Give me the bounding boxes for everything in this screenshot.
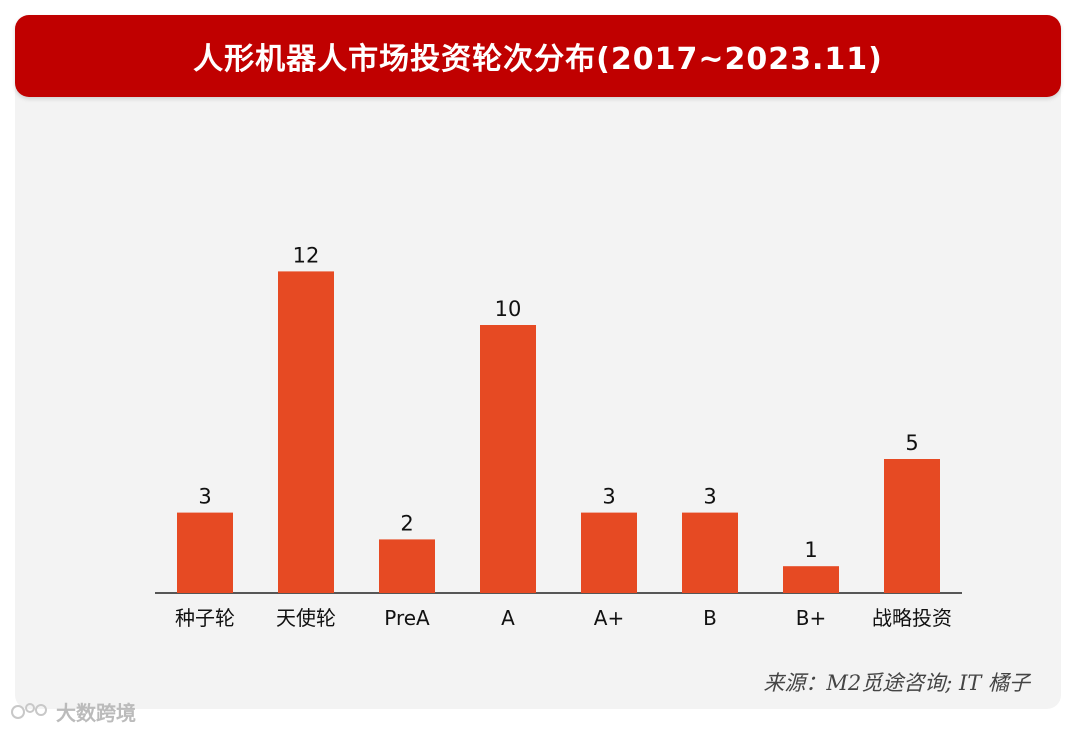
source-note: 来源：M2觅途咨询; IT 橘子: [763, 671, 1030, 695]
bar-value-label: 2: [400, 511, 413, 535]
bar-value-label: 10: [495, 297, 522, 321]
x-tick-label: 种子轮: [175, 606, 235, 630]
title-bar: 人形机器人市场投资轮次分布(2017~2023.11): [15, 15, 1061, 97]
x-tick-label: PreA: [384, 606, 430, 630]
x-tick-label: 战略投资: [872, 606, 952, 630]
x-tick-label: A+: [594, 606, 624, 630]
bar: [379, 539, 435, 593]
watermark-text: 大数跨境: [56, 701, 136, 725]
bar-value-label: 5: [905, 431, 918, 455]
x-tick-label: 天使轮: [276, 606, 336, 630]
x-tick-label: B+: [796, 606, 826, 630]
bar: [278, 271, 334, 593]
bar-value-label: 1: [804, 538, 817, 562]
chart-title: 人形机器人市场投资轮次分布(2017~2023.11): [193, 42, 883, 77]
bar-value-label: 3: [602, 485, 615, 509]
bar: [783, 566, 839, 593]
bar: [682, 512, 738, 593]
x-tick-label: B: [703, 606, 717, 630]
bar-value-label: 12: [293, 243, 320, 267]
watermark-logo-icon: [11, 702, 47, 719]
watermark: 大数跨境: [10, 697, 136, 726]
bar: [177, 512, 233, 593]
bar: [884, 459, 940, 593]
bar: [581, 512, 637, 593]
bar: [480, 325, 536, 593]
bar-value-label: 3: [198, 485, 211, 509]
bar-value-label: 3: [703, 485, 716, 509]
x-tick-label: A: [501, 606, 515, 630]
